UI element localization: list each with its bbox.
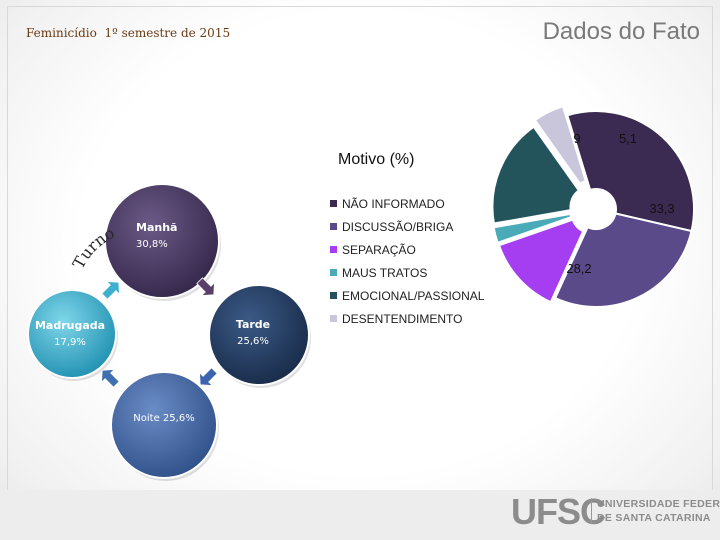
cycle-node-tarde (208, 284, 310, 386)
motivo-legend: NÃO INFORMADO DISCUSSÃO/BRIGA SEPARAÇÃO MAU… (330, 192, 484, 330)
cycle-arrow-tarde-to-noite (199, 367, 218, 386)
cycle-value-madrugada: 17,9% (54, 337, 86, 348)
pie-layer: 33,328,212,82,617,95,1 (491, 105, 695, 308)
legend-label-nao-informado: NÃO INFORMADO (342, 196, 445, 211)
legend-label-emocional-passional: EMOCIONAL/PASSIONAL (342, 288, 485, 303)
cycle-node-noite (110, 371, 218, 479)
institution-name-line1: UNIVERSIDADE FEDERAL (597, 498, 720, 510)
legend-swatch-maus-tratos (330, 269, 337, 276)
legend-item-desentendimento: DESENTENDIMENTO (330, 307, 484, 330)
legend-label-desentendimento: DESENTENDIMENTO (342, 311, 463, 326)
pie-slice-emocional-passional (491, 125, 581, 225)
legend-label-discussao-briga: DISCUSSÃO/BRIGA (342, 219, 454, 234)
pie-data-label-desentendimento: 5,1 (619, 131, 637, 146)
legend-item-discussao-briga: DISCUSSÃO/BRIGA (330, 215, 484, 238)
legend-swatch-discussao-briga (330, 223, 337, 230)
ufsc-logo-divider (591, 498, 592, 524)
institution-name-line2: DE SANTA CATARINA (597, 512, 711, 524)
legend-swatch-emocional-passional (330, 292, 337, 299)
slide-title: Dados do Fato (542, 18, 700, 45)
pie-slice-maus-tratos (492, 212, 573, 245)
legend-item-nao-informado: NÃO INFORMADO (330, 192, 484, 215)
cycle-label-manha: Manhã (136, 221, 177, 234)
legend-swatch-nao-informado (330, 200, 337, 207)
pie-slice-discussao-briga (553, 212, 693, 308)
pie-data-label-discussao-briga: 28,2 (566, 261, 591, 276)
cycle-node-manha (104, 183, 220, 299)
pie-slice-nao-informado (566, 110, 695, 233)
legend-swatch-desentendimento (330, 315, 337, 322)
ufsc-logo: UFSC (511, 491, 606, 532)
footer-band (0, 490, 720, 540)
legend-item-emocional-passional: EMOCIONAL/PASSIONAL (330, 284, 484, 307)
cycle-arrow-madrugada-to-manha (101, 281, 120, 300)
cycle-layer: Manhã 30,8% Tarde 25,6% Noite 25,6% Madrugada… (27, 183, 311, 481)
motivo-chart-title: Motivo (%) (338, 151, 415, 168)
legend-label-separacao: SEPARAÇÃO (342, 242, 416, 257)
cycle-value-tarde: 25,6% (237, 336, 269, 347)
cycle-value-manha: 30,8% (136, 239, 168, 250)
pie-slice-desentendimento (533, 105, 587, 186)
cycle-label-madrugada: Madrugada (35, 319, 105, 332)
pie-slice-separacao (497, 218, 585, 304)
cycle-arrow-manha-to-tarde (196, 277, 215, 296)
legend-label-maus-tratos: MAUS TRATOS (342, 265, 428, 280)
pie-data-label-nao-informado: 33,3 (649, 201, 674, 216)
cycle-node-madrugada (27, 289, 117, 379)
legend-item-maus-tratos: MAUS TRATOS (330, 261, 484, 284)
cycle-label-tarde: Tarde (236, 318, 270, 331)
cycle-arrow-noite-to-madrugada (101, 369, 120, 388)
slide-subtitle: Feminicídio 1º semestre de 2015 (26, 26, 231, 40)
cycle-label-noite: Noite 25,6% (133, 413, 194, 424)
legend-swatch-separacao (330, 246, 337, 253)
legend-item-separacao: SEPARAÇÃO (330, 238, 484, 261)
